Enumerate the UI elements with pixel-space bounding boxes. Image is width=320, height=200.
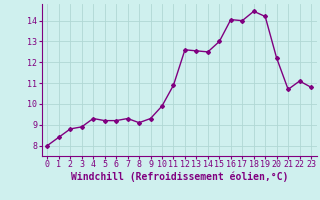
X-axis label: Windchill (Refroidissement éolien,°C): Windchill (Refroidissement éolien,°C) <box>70 172 288 182</box>
